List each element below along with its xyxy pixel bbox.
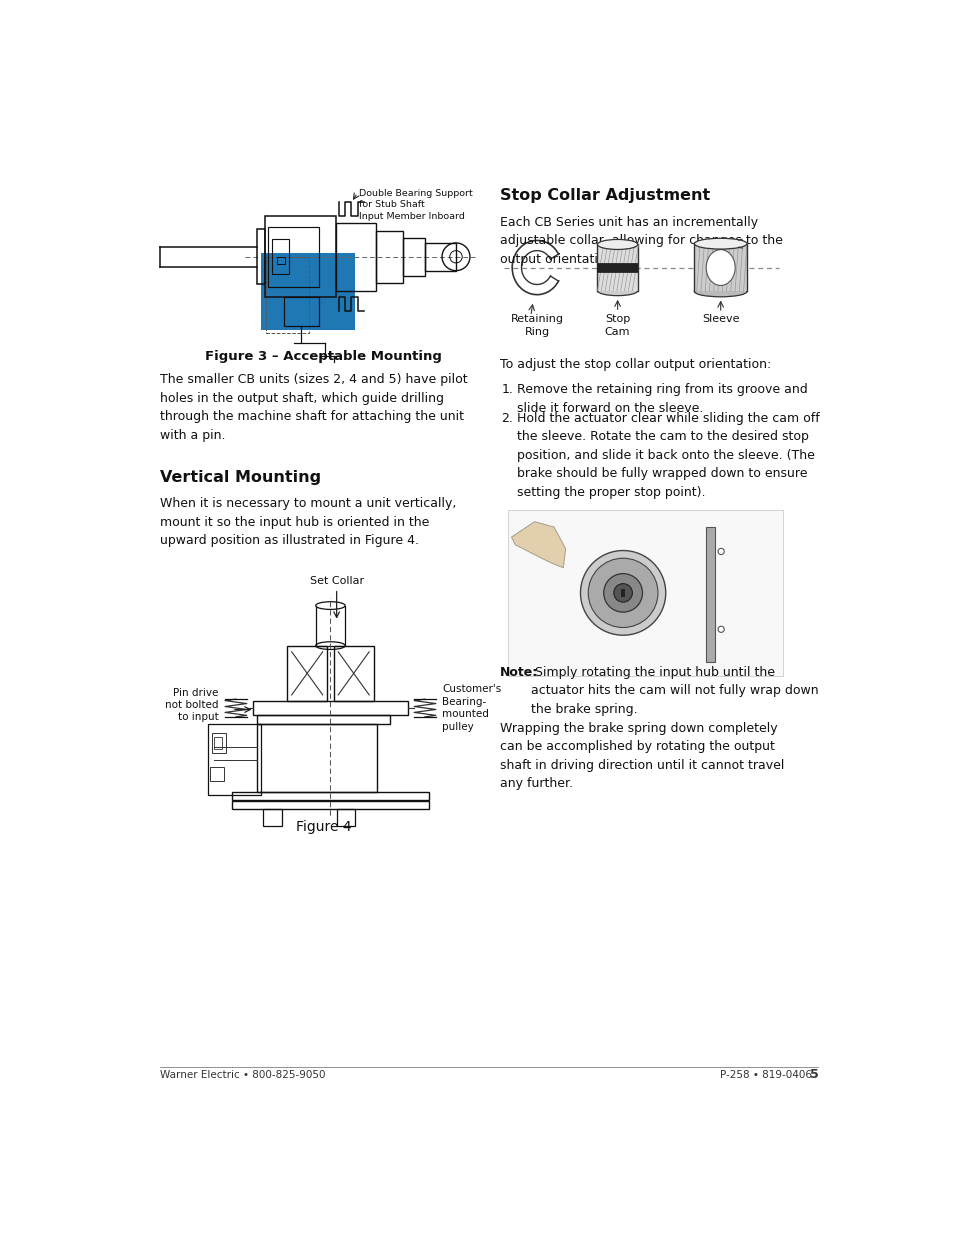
Bar	[214, 737, 222, 748]
Polygon shape	[511, 521, 565, 568]
Text: Each CB Series unit has an incrementally
adjustable collar, allowing for changes: Each CB Series unit has an incrementally…	[499, 216, 781, 266]
Bar	[276, 257, 284, 264]
Text: Hold the actuator clear while sliding the cam off
the sleeve. Rotate the cam to : Hold the actuator clear while sliding th…	[517, 411, 819, 499]
Text: Warner Electric • 800-825-9050: Warner Electric • 800-825-9050	[159, 1070, 325, 1079]
Bar	[403, 237, 424, 275]
Bar	[334, 646, 374, 701]
Bar	[620, 589, 624, 597]
Ellipse shape	[597, 285, 638, 295]
Bar	[208, 724, 260, 795]
Bar	[705, 526, 714, 662]
Text: Remove the retaining ring from its groove and
slide it forward on the sleeve.: Remove the retaining ring from its groov…	[517, 383, 807, 415]
Bar	[256, 228, 264, 284]
Bar	[375, 231, 403, 283]
Text: 2.: 2.	[501, 411, 513, 425]
Text: Stop Collar Adjustment: Stop Collar Adjustment	[499, 188, 709, 204]
Ellipse shape	[694, 287, 746, 296]
Text: Retaining
Ring: Retaining Ring	[510, 314, 563, 337]
Bar	[597, 245, 638, 290]
Bar	[335, 222, 375, 290]
Text: Figure 3 – Acceptable Mounting: Figure 3 – Acceptable Mounting	[205, 350, 442, 363]
Text: Note:: Note:	[499, 666, 537, 679]
Bar	[268, 227, 318, 287]
Bar	[424, 243, 456, 270]
Text: Vertical Mounting: Vertical Mounting	[159, 471, 320, 485]
Bar	[264, 216, 335, 298]
Text: P-258 • 819-0406: P-258 • 819-0406	[720, 1070, 818, 1079]
Text: Sleeve: Sleeve	[701, 314, 739, 324]
Text: Simply rotating the input hub until the
actuator hits the cam will not fully wra: Simply rotating the input hub until the …	[530, 666, 818, 715]
Circle shape	[588, 558, 658, 627]
Bar	[694, 243, 746, 291]
Text: To adjust the stop collar output orientation:: To adjust the stop collar output orienta…	[499, 358, 770, 370]
Bar	[263, 809, 281, 826]
Ellipse shape	[315, 601, 345, 609]
Ellipse shape	[694, 238, 746, 249]
Ellipse shape	[705, 249, 735, 285]
Text: Double Bearing Support
for Stub Shaft
Input Member Inboard: Double Bearing Support for Stub Shaft In…	[358, 189, 473, 221]
Text: Set Collar: Set Collar	[310, 577, 363, 587]
Circle shape	[613, 584, 632, 603]
Bar	[287, 646, 327, 701]
Text: Pin drive
not bolted
to input: Pin drive not bolted to input	[165, 688, 218, 722]
Text: The smaller CB units (sizes 2, 4 and 5) have pilot
holes in the output shaft, wh: The smaller CB units (sizes 2, 4 and 5) …	[159, 373, 467, 442]
Text: Stop
Cam: Stop Cam	[604, 314, 630, 337]
Circle shape	[603, 573, 641, 613]
Bar	[597, 263, 638, 272]
Text: Figure 4: Figure 4	[295, 820, 352, 834]
Bar	[232, 802, 429, 809]
Bar	[336, 809, 355, 826]
Bar	[284, 298, 318, 326]
Text: Customer's
Bearing-
mounted
pulley: Customer's Bearing- mounted pulley	[441, 684, 500, 731]
Bar	[256, 715, 390, 724]
Circle shape	[579, 551, 665, 635]
Circle shape	[718, 548, 723, 555]
Text: Wrapping the brake spring down completely
can be accomplished by rotating the ou: Wrapping the brake spring down completel…	[499, 721, 783, 790]
Bar	[210, 767, 224, 782]
Bar	[232, 792, 429, 799]
Text: When it is necessary to mount a unit vertically,
mount it so the input hub is or: When it is necessary to mount a unit ver…	[159, 496, 456, 547]
Bar	[253, 701, 408, 715]
Bar	[260, 253, 355, 330]
Bar	[272, 240, 289, 274]
Bar	[266, 257, 309, 332]
Bar	[256, 724, 376, 792]
Circle shape	[718, 626, 723, 632]
Ellipse shape	[597, 240, 638, 249]
Text: 5: 5	[809, 1068, 818, 1081]
Bar	[507, 510, 781, 676]
Bar	[315, 605, 345, 646]
Text: 1.: 1.	[501, 383, 513, 396]
Bar	[212, 734, 226, 752]
